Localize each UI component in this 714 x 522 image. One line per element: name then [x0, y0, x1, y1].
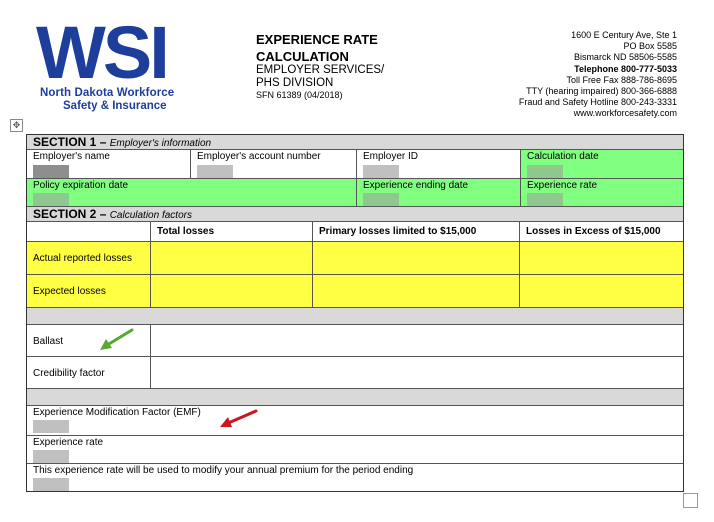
division-name: EMPLOYER SERVICES/ PHS DIVISION	[256, 64, 385, 89]
emf-field[interactable]	[33, 420, 69, 433]
expected-excess-field[interactable]	[520, 275, 683, 308]
experience-rate-label: Experience rate	[527, 180, 598, 191]
wsi-logo: WSI	[36, 18, 170, 86]
experience-ending-cell: Experience ending date	[357, 179, 521, 207]
row-expected-label-cell: Expected losses	[27, 275, 151, 308]
section2-experience-rate-cell: Experience rate	[27, 436, 683, 464]
ballast-label: Ballast	[33, 336, 64, 347]
table-header-blank	[27, 222, 151, 242]
red-arrow-icon	[220, 409, 258, 427]
policy-expiration-cell: Policy expiration date	[27, 179, 357, 207]
green-arrow-icon	[100, 328, 134, 350]
calculation-date-cell: Calculation date	[521, 150, 683, 179]
ballast-label-cell: Ballast	[27, 325, 151, 357]
row-actual-label-cell: Actual reported losses	[27, 242, 151, 275]
table-move-handle-icon[interactable]: ✥	[10, 119, 23, 132]
policy-expiration-label: Policy expiration date	[33, 180, 129, 191]
logo-line2: Safety & Insurance	[63, 100, 167, 112]
logo-line1: North Dakota Workforce	[40, 87, 175, 99]
employer-id-label: Employer ID	[363, 151, 419, 162]
policy-expiration-field[interactable]	[33, 193, 69, 206]
experience-ending-label: Experience ending date	[363, 180, 469, 191]
period-ending-cell: This experience rate will be used to mod…	[27, 464, 683, 491]
spacer-row	[27, 308, 683, 325]
account-number-field[interactable]	[197, 165, 233, 178]
calculation-date-label: Calculation date	[527, 151, 599, 162]
employer-id-cell: Employer ID	[357, 150, 521, 179]
period-ending-field[interactable]	[33, 478, 69, 491]
emf-cell: Experience Modification Factor (EMF)	[27, 406, 683, 436]
form-number: SFN 61389 (04/2018)	[256, 90, 343, 100]
section2-experience-rate-label: Experience rate	[33, 437, 104, 448]
logo-wordmark: WSI	[36, 18, 167, 86]
row-actual-label: Actual reported losses	[33, 253, 132, 264]
spacer-row-2	[27, 389, 683, 406]
calculation-form: SECTION 1 – Employer's information Emplo…	[26, 134, 684, 492]
section1-header: SECTION 1 – Employer's information	[27, 135, 683, 150]
section2-experience-rate-field[interactable]	[33, 450, 69, 463]
employer-name-field[interactable]	[33, 165, 69, 178]
address-block: 1600 E Century Ave, Ste 1 PO Box 5585 Bi…	[518, 30, 677, 119]
row-expected-label: Expected losses	[33, 286, 106, 297]
emf-label: Experience Modification Factor (EMF)	[33, 407, 201, 418]
page-corner-marker	[683, 493, 698, 508]
experience-ending-field[interactable]	[363, 193, 399, 206]
credibility-field[interactable]	[151, 357, 683, 389]
expected-total-field[interactable]	[151, 275, 313, 308]
expected-primary-field[interactable]	[313, 275, 520, 308]
employer-name-cell: Employer's name	[27, 150, 191, 179]
ballast-field[interactable]	[151, 325, 683, 357]
employer-name-label: Employer's name	[33, 151, 110, 162]
actual-primary-field[interactable]	[313, 242, 520, 275]
credibility-label: Credibility factor	[33, 368, 105, 379]
account-number-label: Employer's account number	[197, 151, 321, 162]
col-excess-losses: Losses in Excess of $15,000	[520, 222, 683, 242]
experience-rate-cell: Experience rate	[521, 179, 683, 207]
credibility-label-cell: Credibility factor	[27, 357, 151, 389]
actual-total-field[interactable]	[151, 242, 313, 275]
section2-header: SECTION 2 – Calculation factors	[27, 207, 683, 222]
employer-id-field[interactable]	[363, 165, 399, 178]
experience-rate-field[interactable]	[527, 193, 563, 206]
period-ending-note: This experience rate will be used to mod…	[33, 465, 414, 476]
form-title: EXPERIENCE RATE CALCULATION	[256, 32, 378, 64]
col-primary-losses: Primary losses limited to $15,000	[313, 222, 520, 242]
col-total-losses: Total losses	[151, 222, 313, 242]
account-number-cell: Employer's account number	[191, 150, 357, 179]
actual-excess-field[interactable]	[520, 242, 683, 275]
calculation-date-field[interactable]	[527, 165, 563, 178]
